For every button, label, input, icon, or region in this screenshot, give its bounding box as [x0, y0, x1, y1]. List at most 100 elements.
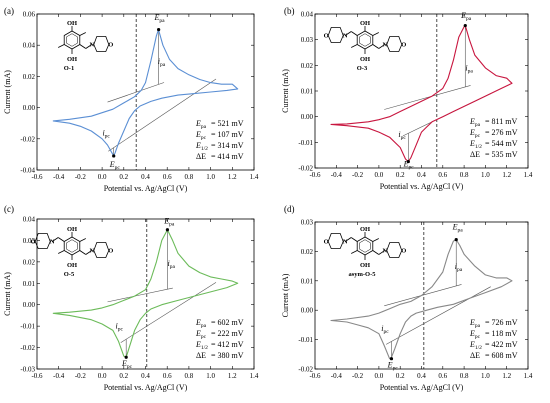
- oh-label: OH: [360, 20, 370, 27]
- y-tick-label: -0.01: [298, 139, 313, 147]
- y-tick-label: 0.03: [23, 237, 36, 245]
- epc-point: [124, 355, 128, 359]
- x-tick-label: -0.4: [53, 173, 65, 181]
- y-tick-label: 0.00: [301, 113, 314, 121]
- peak-annotation: Epc: [109, 160, 121, 171]
- epc-point: [406, 159, 410, 164]
- param-name: E1/2: [469, 340, 482, 351]
- y-axis-label: Current (mA): [281, 69, 290, 113]
- x-axis-label: Potential vs. Ag/AgCl (V): [104, 184, 188, 193]
- x-tick-label: 0.4: [141, 372, 150, 380]
- epa-point: [157, 28, 161, 32]
- x-tick-label: -0.2: [75, 372, 87, 380]
- ch2-bond: [79, 250, 87, 255]
- epc-point: [389, 357, 394, 361]
- ch2-bond: [372, 44, 380, 49]
- y-tick-label: 0.02: [23, 258, 36, 266]
- x-tick-label: 0.2: [396, 372, 405, 380]
- epa-point: [454, 238, 458, 242]
- oh-label: OH: [67, 226, 77, 233]
- x-axis-label: Potential vs. Ag/AgCl (V): [104, 383, 188, 392]
- oh-label: OH: [67, 20, 77, 27]
- methyl-bond: [351, 44, 358, 48]
- x-tick-label: 1.4: [250, 173, 259, 181]
- ch2-bond: [57, 237, 65, 242]
- morpholine-ring: [93, 242, 110, 258]
- param-name: E1/2: [195, 141, 208, 152]
- x-tick-label: 1.0: [481, 372, 490, 380]
- peak-annotation: Epa: [460, 11, 472, 22]
- ch2-bond: [378, 250, 386, 255]
- compound-name: O-3: [357, 65, 368, 72]
- peak-annotation: ipa: [455, 262, 463, 273]
- ring-inner: [66, 33, 78, 47]
- param-name: Epc: [469, 329, 481, 340]
- x-tick-label: 0.8: [185, 372, 194, 380]
- y-tick-label: 0.06: [23, 11, 36, 19]
- x-tick-label: 0.0: [98, 372, 107, 380]
- y-tick-label: 0.02: [301, 62, 314, 70]
- anodic-baseline: [384, 284, 462, 307]
- oh-label: OH: [67, 262, 77, 269]
- ring-inner: [66, 239, 78, 253]
- y-tick-label: 0.00: [23, 301, 36, 309]
- x-tick-label: 0.8: [460, 171, 469, 179]
- ch2-bond: [85, 44, 93, 49]
- panel-d: (d) -0.6 -0.4 -0.2 0.0 0.2 0.4 0.6 0.8 1.0 1.2 1.4 -…: [281, 204, 533, 392]
- y-tick-label: 0.03: [301, 36, 314, 44]
- param-value: = 412 mV: [211, 340, 244, 349]
- y-tick-label: 0.02: [23, 73, 36, 81]
- param-value: = 414 mV: [211, 152, 244, 161]
- panel-a: (a) -0.6 -0.4 -0.2 0.0 0.2 0.4 0.6 0.8 1.0 1.2 1.4 -…: [3, 6, 259, 193]
- ch2-bond: [344, 237, 352, 242]
- x-tick-label: 0.6: [163, 372, 172, 380]
- x-tick-label: -0.2: [75, 173, 87, 181]
- o-label: O: [108, 42, 113, 49]
- peak-annotation: ipa: [168, 259, 176, 270]
- n-label: N: [89, 42, 94, 49]
- cathodic-baseline: [385, 286, 491, 345]
- x-tick-label: 0.4: [141, 173, 150, 181]
- methyl-bond: [79, 32, 86, 36]
- param-value: = 380 mV: [211, 351, 244, 360]
- x-tick-label: 1.0: [481, 171, 490, 179]
- o-label: O: [31, 239, 36, 246]
- y-axis-label: Current (mA): [281, 273, 290, 317]
- x-tick-label: 0.4: [417, 372, 426, 380]
- compound-name: O-5: [64, 271, 75, 278]
- param-name: Epc: [195, 329, 207, 340]
- n-label: N: [382, 248, 387, 255]
- param-name: ΔE: [470, 351, 480, 360]
- ch2-bond: [378, 44, 386, 49]
- compound-name: asym-O-5: [348, 271, 376, 278]
- o-label: O: [324, 33, 329, 40]
- x-tick-label: 0.6: [163, 173, 172, 181]
- o-label: O: [401, 248, 406, 255]
- param-name: ΔE: [196, 152, 206, 161]
- x-tick-label: 0.0: [375, 372, 384, 380]
- methyl-bond: [372, 32, 379, 36]
- y-tick-label: 0.04: [23, 42, 36, 50]
- param-name: ΔE: [196, 351, 206, 360]
- y-tick-label: 0.03: [301, 219, 314, 227]
- cathodic-baseline: [108, 78, 217, 152]
- cv-curve: [52, 29, 239, 157]
- oh-label: OH: [360, 56, 370, 63]
- o-label: O: [108, 248, 113, 255]
- x-tick-label: -0.4: [53, 372, 65, 380]
- x-tick-label: 1.0: [206, 173, 215, 181]
- x-tick-label: -0.6: [31, 173, 43, 181]
- oh-label: OH: [67, 56, 77, 63]
- y-tick-label: 0.02: [301, 248, 314, 256]
- morpholine-ring: [327, 27, 344, 43]
- anodic-baseline: [107, 287, 173, 303]
- n-label: N: [343, 239, 348, 246]
- x-tick-label: 0.2: [119, 372, 128, 380]
- x-tick-label: 0.8: [185, 173, 194, 181]
- x-tick-label: 1.2: [502, 372, 511, 380]
- ring-inner: [359, 239, 371, 253]
- peak-annotation: ipa: [465, 63, 473, 74]
- x-tick-label: 0.2: [119, 173, 128, 181]
- y-tick-label: 0.00: [301, 307, 314, 315]
- panel-label: (a): [4, 6, 14, 16]
